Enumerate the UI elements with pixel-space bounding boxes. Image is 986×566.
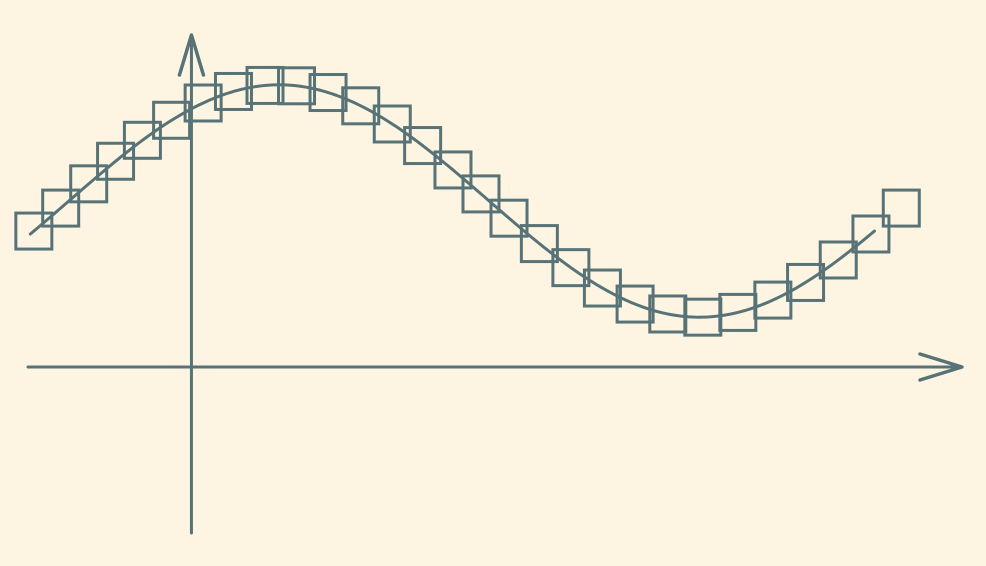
square-marker bbox=[308, 73, 348, 113]
square-marker bbox=[881, 188, 921, 228]
square-marker bbox=[277, 66, 317, 106]
square-marker bbox=[551, 248, 591, 288]
square-marker bbox=[851, 214, 891, 254]
square-marker bbox=[615, 284, 655, 324]
square-marker bbox=[372, 104, 412, 144]
x-axis-arrowhead bbox=[918, 352, 964, 382]
square-marker bbox=[96, 141, 136, 181]
square-marker bbox=[245, 65, 285, 105]
wave-curve bbox=[28, 83, 876, 319]
square-marker bbox=[41, 188, 81, 228]
y-axis-arrowhead bbox=[177, 33, 206, 77]
square-marker bbox=[213, 71, 253, 111]
square-marker bbox=[489, 198, 529, 238]
square-marker bbox=[786, 262, 826, 302]
square-marker bbox=[582, 268, 622, 308]
square-marker bbox=[433, 150, 473, 190]
square-marker bbox=[14, 211, 54, 251]
square-marker bbox=[818, 240, 858, 280]
square-marker bbox=[69, 164, 109, 204]
square-markers bbox=[14, 65, 921, 337]
axes bbox=[26, 33, 964, 535]
square-marker bbox=[461, 174, 501, 214]
square-marker bbox=[122, 120, 162, 160]
square-marker bbox=[519, 224, 559, 264]
square-marker bbox=[403, 126, 443, 166]
square-marker bbox=[183, 83, 223, 123]
